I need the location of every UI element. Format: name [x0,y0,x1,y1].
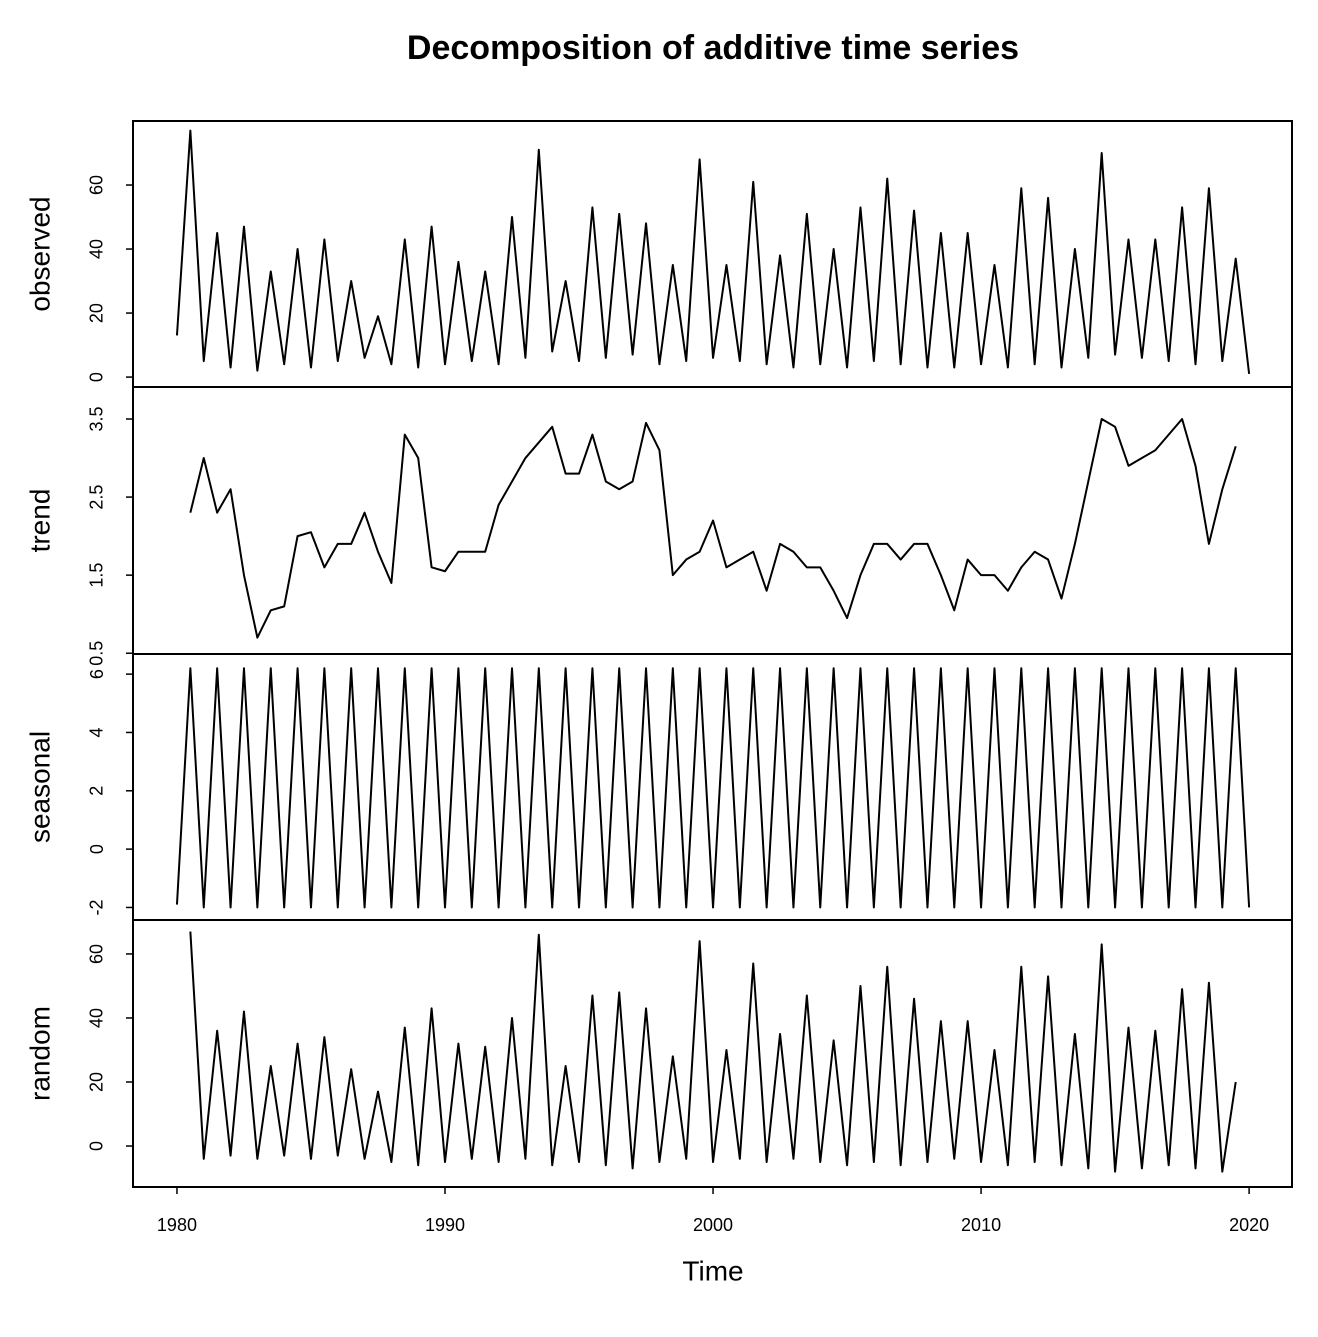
series-line [189,418,1237,639]
y-tick-label: 60 [87,175,107,195]
y-axis-title: trend [24,489,55,553]
y-axis-title: observed [24,196,55,311]
y-tick-label: 0.5 [87,641,107,666]
chart-title: Decomposition of additive time series [407,29,1019,67]
y-axis-title: seasonal [24,731,55,843]
series-line [189,931,1237,1173]
y-tick-label: 1.5 [87,563,107,588]
x-axis-title: Time [682,1255,743,1286]
y-tick-label: 2.5 [87,485,107,510]
y-tick-label: 3.5 [87,406,107,431]
y-tick-label: 0 [87,844,107,854]
y-tick-label: 20 [87,1072,107,1092]
x-tick-label: 2010 [961,1215,1001,1235]
y-tick-label: 40 [87,1008,107,1028]
series-line [175,129,1251,374]
series-line [175,667,1251,909]
y-tick-label: -2 [87,899,107,915]
y-tick-label: 2 [87,786,107,796]
x-tick-label: 2000 [693,1215,733,1235]
y-tick-label: 0 [87,372,107,382]
y-tick-label: 6 [87,669,107,679]
x-tick-label: 2020 [1229,1215,1269,1235]
y-axis-title: random [24,1006,55,1101]
x-tick-label: 1980 [157,1215,197,1235]
y-tick-label: 0 [87,1141,107,1151]
x-tick-label: 1990 [425,1215,465,1235]
y-tick-label: 4 [87,727,107,737]
y-tick-label: 60 [87,944,107,964]
y-tick-label: 40 [87,239,107,259]
y-tick-label: 20 [87,303,107,323]
